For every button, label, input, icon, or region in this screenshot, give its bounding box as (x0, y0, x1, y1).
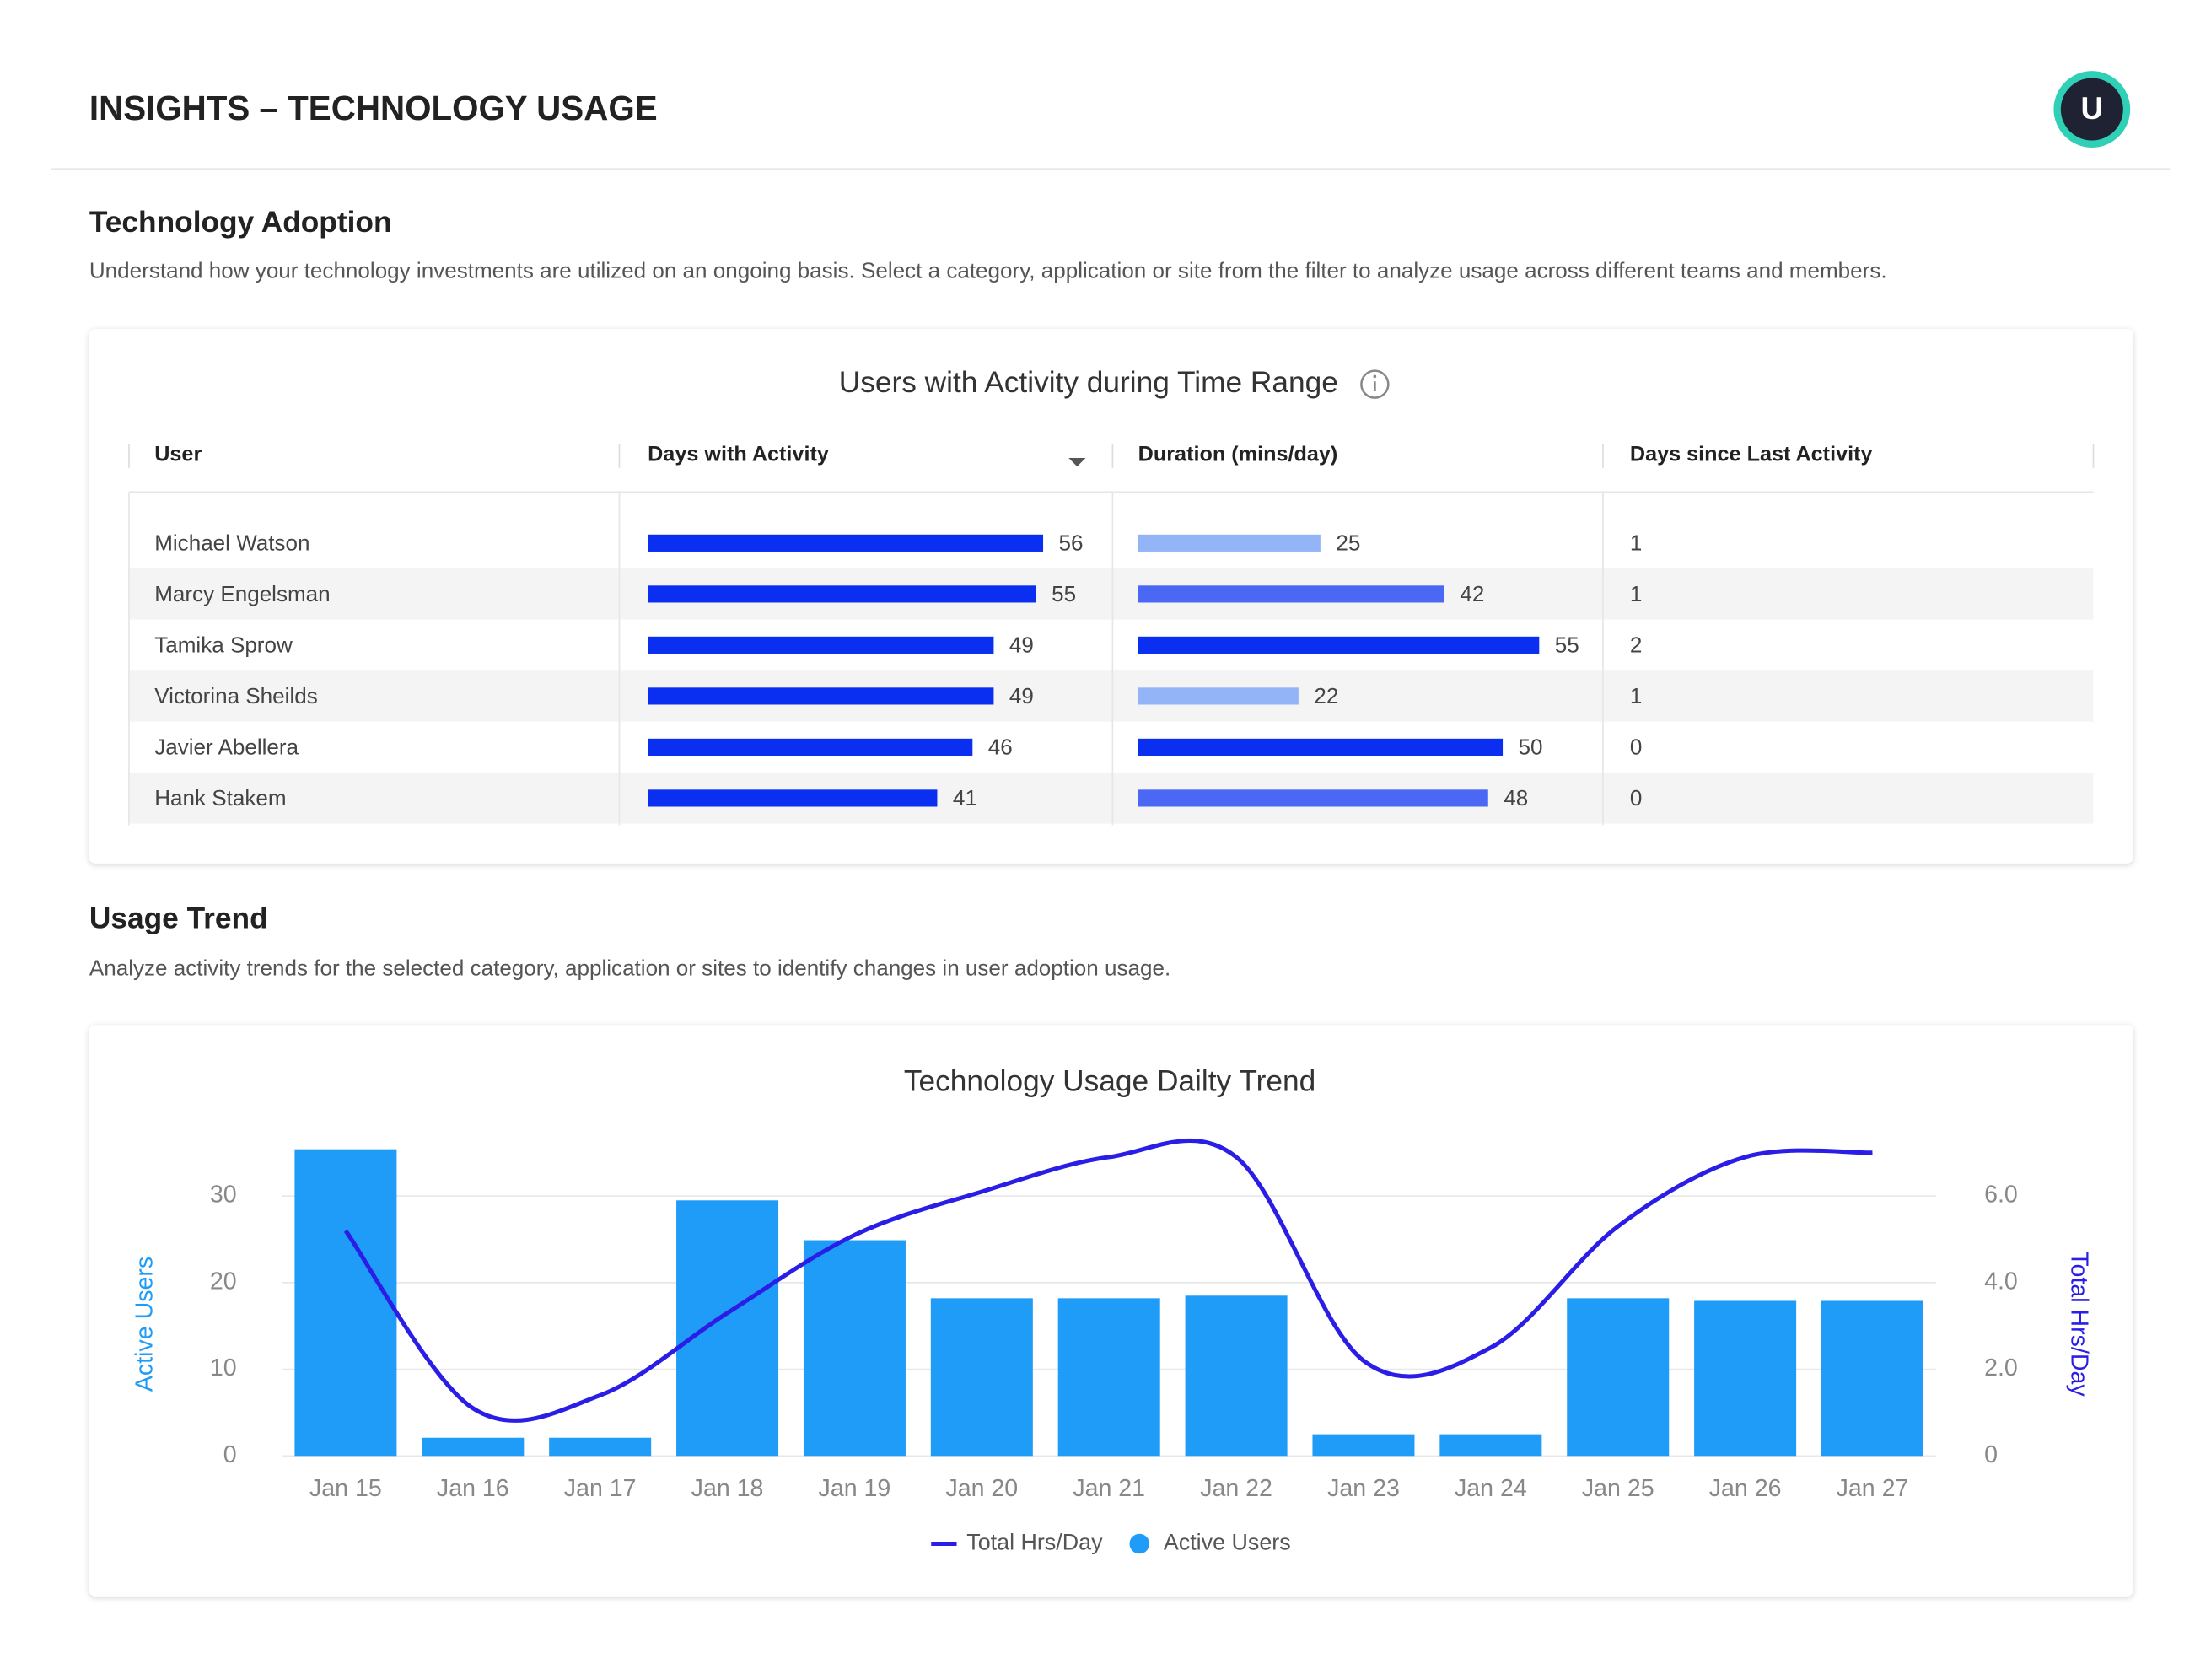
page-title: INSIGHTS – TECHNOLOGY USAGE (89, 89, 658, 127)
row-stripe (128, 773, 2094, 824)
days-label: 46 (988, 734, 1013, 759)
y-tick-label: 30 (210, 1182, 237, 1209)
x-tick-label: Jan 18 (691, 1475, 764, 1502)
days-label: 55 (1052, 581, 1076, 606)
avatar[interactable] (2060, 78, 2123, 141)
bar (1439, 1434, 1542, 1457)
days-label: 49 (1009, 632, 1034, 657)
row-stripe (128, 670, 2094, 722)
days-bar (648, 687, 994, 705)
table-title: Users with Activity during Time Range (839, 366, 1338, 399)
duration-bar (1138, 636, 1540, 654)
last-activity: 1 (1630, 530, 1642, 555)
bar (422, 1437, 525, 1457)
duration-label: 25 (1336, 530, 1360, 555)
days-bar (648, 636, 994, 654)
y-axis-label: Active Users (132, 1257, 159, 1392)
last-activity: 0 (1630, 785, 1642, 810)
y2-axis-label: Total Hrs/Day (2065, 1252, 2092, 1397)
days-bar (648, 534, 1044, 552)
bar (1694, 1300, 1797, 1457)
bar (1185, 1295, 1288, 1457)
chart-title: Technology Usage Dailty Trend (904, 1065, 1315, 1098)
section-title: Technology Adoption (89, 206, 392, 239)
chart: 0 10 20 30 0 2.0 4.0 6.0 Jan 15 Jan 16 Jan 17 Jan 1… (210, 1138, 2018, 1555)
bar (1312, 1434, 1415, 1457)
days-label: 56 (1059, 530, 1084, 555)
y-tick-label: 10 (210, 1354, 237, 1381)
section-title: Usage Trend (89, 902, 268, 934)
y2-tick-label: 0 (1984, 1441, 1998, 1468)
x-tick-label: Jan 27 (1837, 1475, 1909, 1502)
x-tick-label: Jan 23 (1327, 1475, 1400, 1502)
duration-label: 42 (1460, 581, 1484, 606)
y2-tick-label: 4.0 (1984, 1268, 2018, 1295)
y2-tick-label: 6.0 (1984, 1182, 2018, 1209)
duration-label: 48 (1504, 785, 1528, 810)
last-activity: 1 (1630, 581, 1642, 606)
duration-bar (1138, 738, 1504, 756)
user-name: Hank Stakem (154, 785, 286, 810)
bar (930, 1298, 1033, 1457)
bar (549, 1437, 652, 1457)
column-header: User (154, 442, 202, 466)
row-stripe (128, 568, 2094, 620)
x-tick-label: Jan 21 (1073, 1475, 1145, 1502)
x-tick-label: Jan 25 (1582, 1475, 1654, 1502)
table: User Days with Activity Duration (mins/day… (128, 442, 2095, 826)
x-tick-label: Jan 20 (945, 1475, 1018, 1502)
info-icon-dot (1373, 374, 1377, 379)
bar (294, 1149, 397, 1457)
days-label: 41 (953, 785, 977, 810)
bar (676, 1200, 779, 1457)
days-bar (648, 738, 973, 756)
y-tick-label: 20 (210, 1268, 237, 1295)
user-name: Michael Watson (154, 530, 309, 555)
duration-bar (1138, 789, 1488, 807)
bar (1567, 1298, 1670, 1457)
column-header: Duration (mins/day) (1138, 442, 1338, 466)
x-tick-label: Jan 15 (309, 1475, 382, 1502)
user-name: Javier Abellera (154, 734, 299, 759)
days-bar (648, 789, 938, 807)
last-activity: 2 (1630, 632, 1642, 657)
legend-label: Total Hrs/Day (966, 1530, 1103, 1555)
column-header: Days with Activity (648, 442, 829, 466)
x-tick-label: Jan 16 (437, 1475, 509, 1502)
user-name: Tamika Sprow (154, 632, 293, 657)
bar (803, 1240, 906, 1457)
bar (1821, 1300, 1923, 1457)
x-tick-label: Jan 26 (1709, 1475, 1782, 1502)
duration-label: 22 (1314, 683, 1338, 708)
bar (1057, 1298, 1160, 1457)
x-tick-label: Jan 22 (1200, 1475, 1272, 1502)
x-tick-label: Jan 17 (564, 1475, 637, 1502)
days-label: 49 (1009, 683, 1034, 708)
user-name: Victorina Sheilds (154, 683, 318, 708)
column-header: Days since Last Activity (1630, 442, 1873, 466)
line (343, 1138, 1873, 1423)
last-activity: 1 (1630, 683, 1642, 708)
days-bar (648, 585, 1036, 603)
duration-label: 55 (1555, 632, 1579, 657)
legend-label: Active Users (1164, 1530, 1291, 1555)
duration-label: 50 (1519, 734, 1543, 759)
x-tick-label: Jan 24 (1455, 1475, 1527, 1502)
y-tick-label: 0 (223, 1441, 237, 1468)
legend-swatch (1129, 1533, 1150, 1554)
user-name: Marcy Engelsman (154, 581, 330, 606)
info-icon[interactable] (1360, 369, 1390, 399)
y2-tick-label: 2.0 (1984, 1354, 2018, 1381)
duration-bar (1138, 534, 1321, 552)
avatar-initial[interactable]: U (2080, 91, 2103, 126)
duration-bar (1138, 687, 1299, 705)
sort-arrow[interactable] (1068, 458, 1086, 467)
x-tick-label: Jan 19 (819, 1475, 891, 1502)
duration-bar (1138, 585, 1444, 603)
section-description: Understand how your technology investmen… (89, 258, 1887, 283)
section-description: Analyze activity trends for the selected… (89, 956, 1170, 981)
last-activity: 0 (1630, 734, 1642, 759)
